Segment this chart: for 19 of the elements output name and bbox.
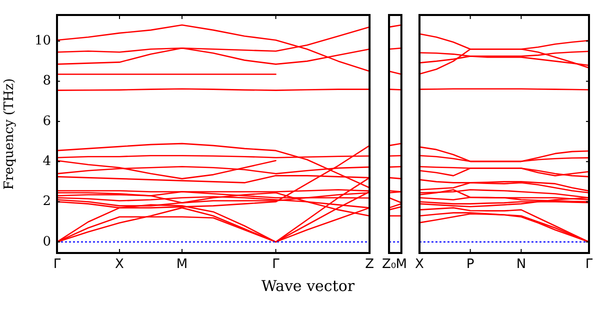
x-tick-label: X <box>415 257 424 272</box>
x-tick-label: Z <box>365 257 374 272</box>
x-tick-label: Z₀ <box>382 257 396 272</box>
x-tick-label: Γ <box>585 257 594 272</box>
x-tick-label: N <box>516 257 526 272</box>
y-tick-label: 4 <box>42 154 51 169</box>
y-axis-title: Frequency (THz) <box>2 78 18 190</box>
x-tick-label: X <box>115 257 124 272</box>
x-tick-label: M <box>396 257 407 272</box>
y-tick-label: 8 <box>42 74 51 89</box>
x-tick-label: M <box>176 257 188 272</box>
x-tick-label: P <box>466 257 474 272</box>
y-tick-label: 0 <box>42 234 51 250</box>
y-tick-label: 6 <box>42 114 51 129</box>
x-axis-title: Wave vector <box>260 277 356 295</box>
y-tick-label: 2 <box>42 194 51 210</box>
x-tick-label: Γ <box>53 257 62 272</box>
y-tick-label: 10 <box>34 33 51 48</box>
x-tick-label: Γ <box>272 257 280 272</box>
